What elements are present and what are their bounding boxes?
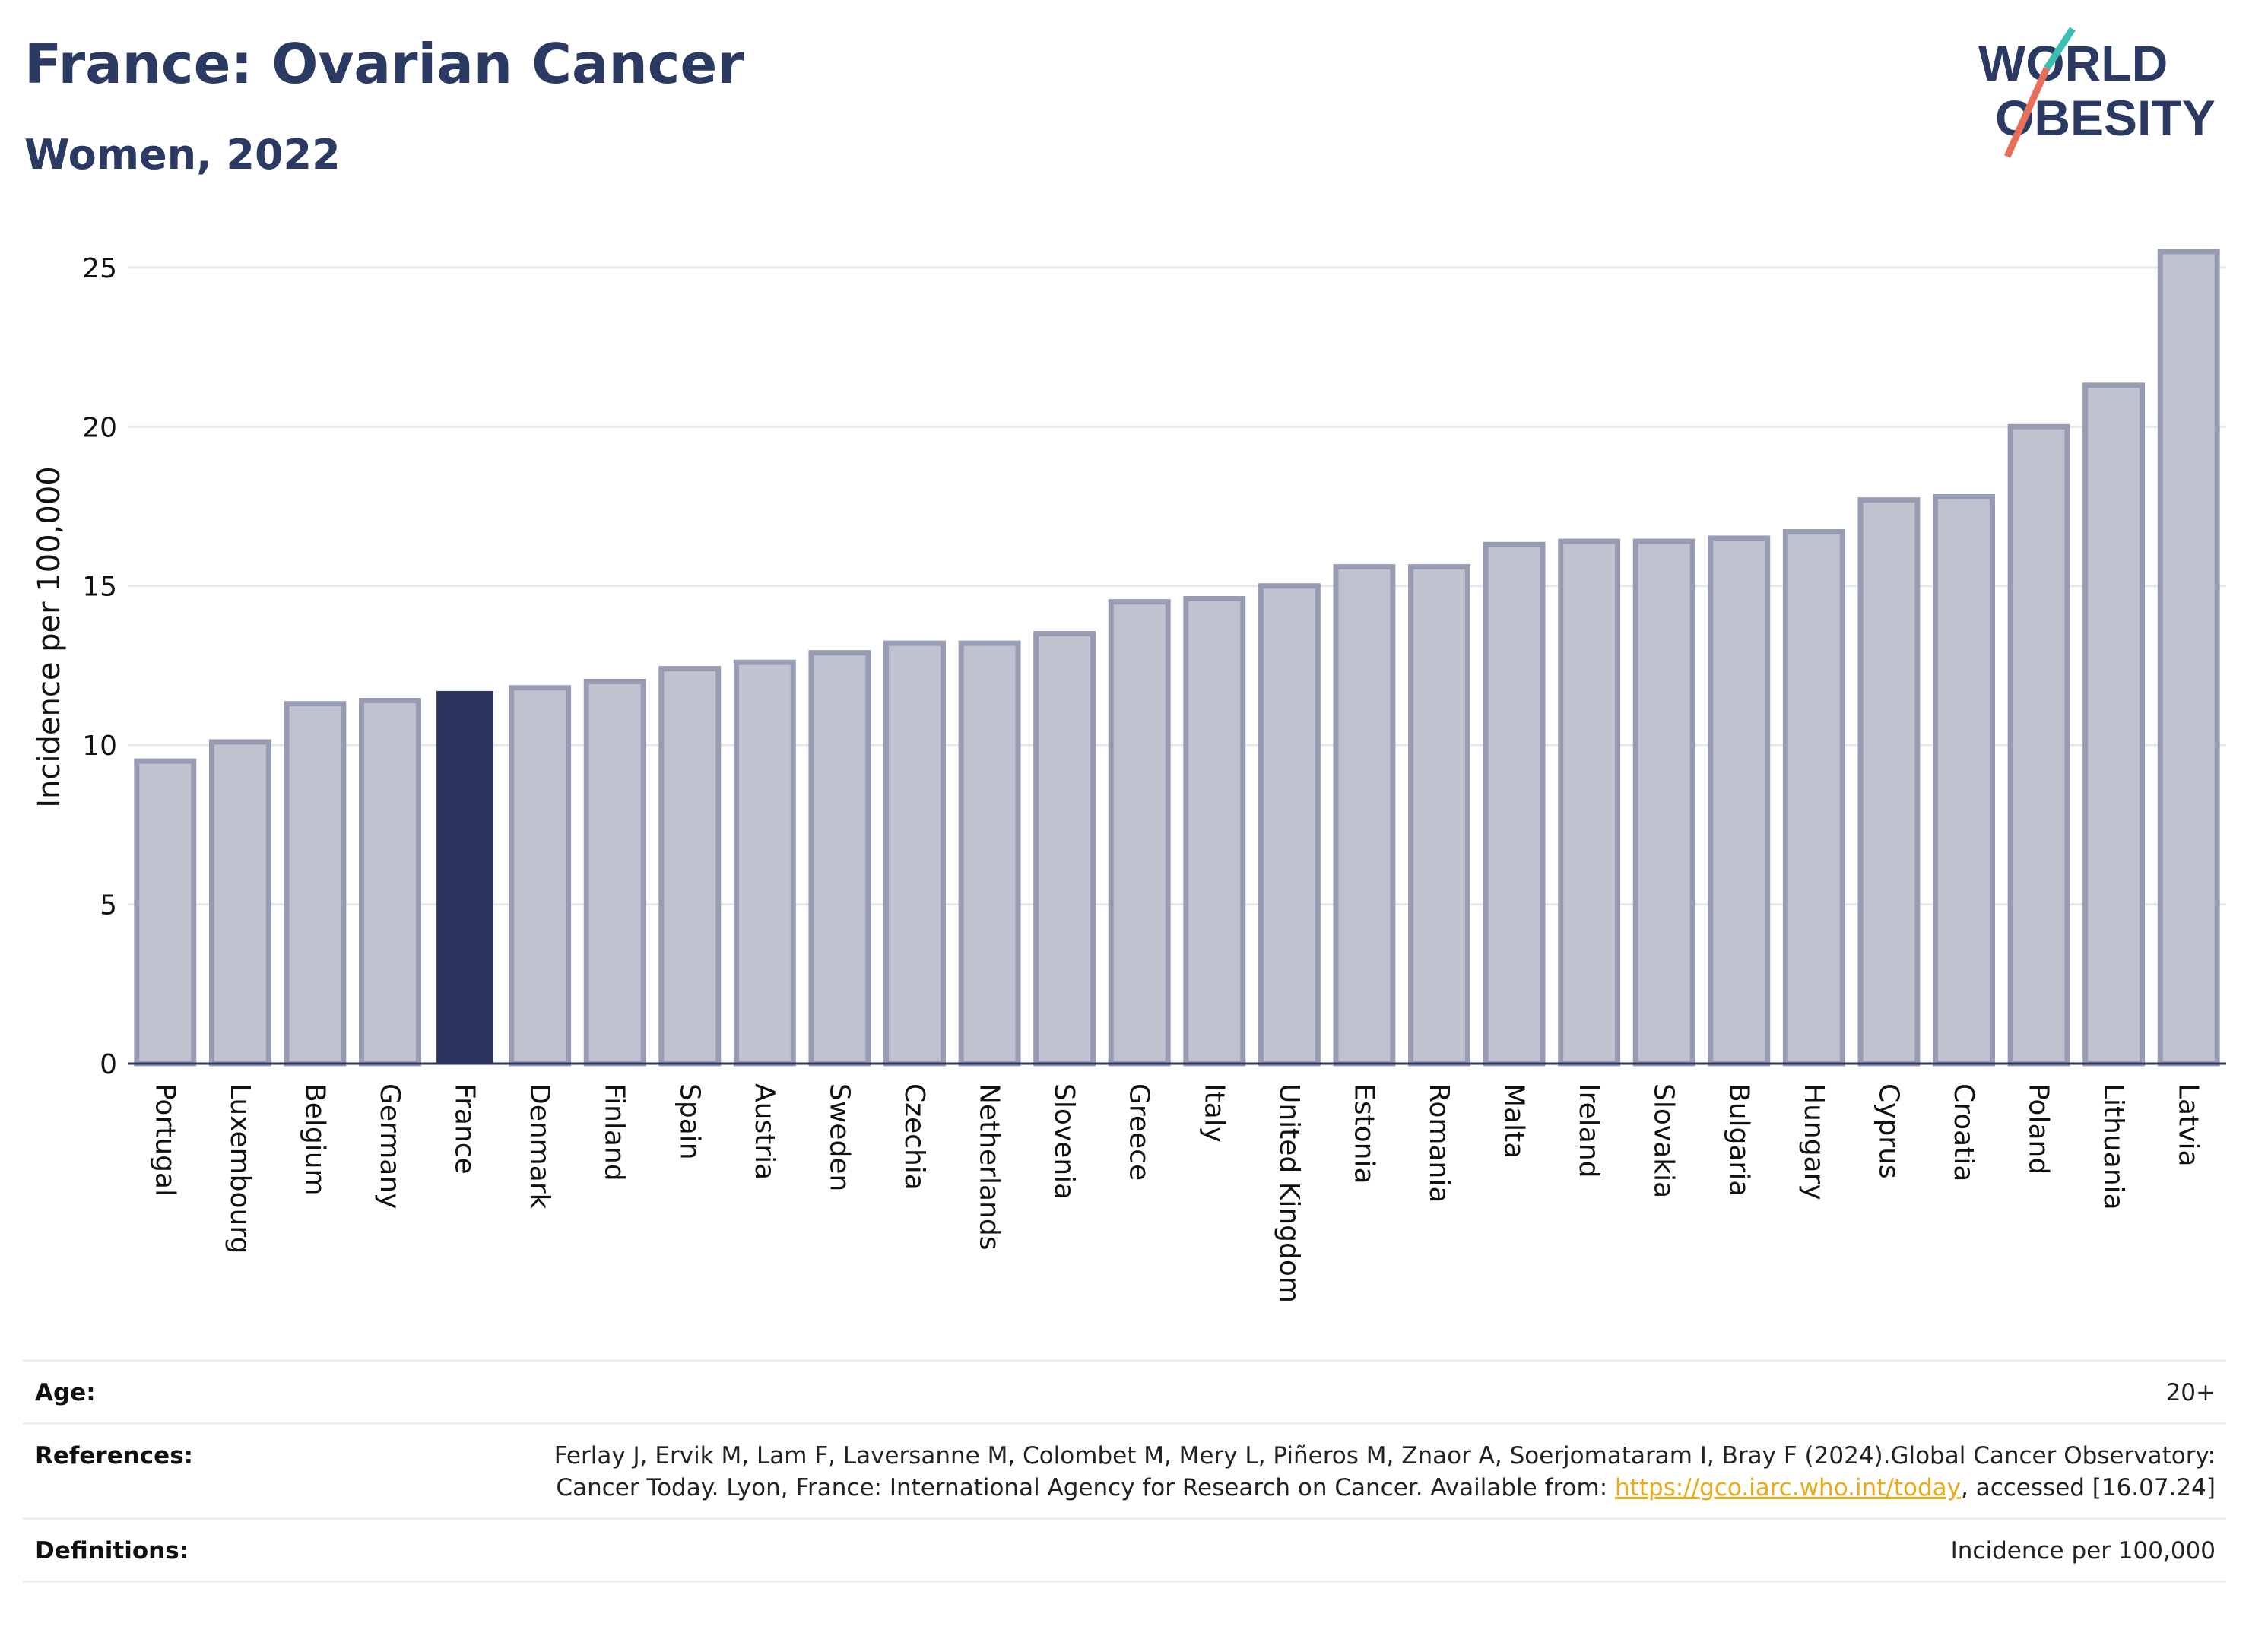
y-axis-label: Incidence per 100,000 [32,466,67,808]
references-link[interactable]: https://gco.iarc.who.int/today [1615,1474,1961,1501]
bar-cyprus [1857,497,1921,1067]
bar-spain [658,666,722,1067]
x-tick-label: Greece [1124,1083,1155,1181]
x-tick-label: Netherlands [974,1083,1005,1250]
x-tick-label: Malta [1499,1083,1530,1159]
info-table: Age: 20+ References: Ferlay J, Ervik M, … [23,1359,2226,1583]
references-value: Ferlay J, Ervik M, Lam F, Laversanne M, … [467,1440,2216,1504]
bar-austria [733,659,796,1067]
bar-ireland [1558,538,1621,1067]
x-tick-label: Croatia [1948,1083,1979,1181]
age-label: Age: [35,1379,96,1406]
bar-latvia [2157,249,2220,1067]
bar-luxembourg [208,739,271,1067]
x-tick-label: Poland [2023,1083,2054,1175]
bar-romania [1408,564,1470,1067]
x-tick-label: Belgium [299,1083,330,1196]
bar-croatia [1933,493,1995,1067]
x-tick-label: Bulgaria [1723,1083,1754,1197]
info-row-age: Age: 20+ [23,1359,2226,1422]
bar-chart: 0 5 10 15 20 25 Portugal Luxembourg Belgium Germ… [32,249,2226,1303]
bar-italy [1183,595,1246,1067]
x-tick-label: United Kingdom [1274,1083,1305,1303]
bar-estonia [1333,564,1396,1067]
world-obesity-logo: WORLD OBESITY [1978,27,2216,158]
y-tick-label: 20 [82,412,117,443]
bar-united-kingdom [1258,583,1321,1067]
references-accessed: , accessed [16.07.24] [1960,1474,2216,1501]
y-tick-label: 15 [82,572,117,603]
x-tick-label: Latvia [2173,1083,2204,1167]
x-tick-label: Denmark [524,1083,555,1210]
bar-slovakia [1632,538,1695,1067]
x-tick-label: Hungary [1798,1083,1829,1200]
x-tick-label: Italy [1198,1083,1229,1143]
category-labels: Portugal Luxembourg Belgium Germany France De… [149,1083,2203,1303]
x-tick-label: Austria [749,1083,780,1180]
bar-malta [1483,541,1546,1067]
y-tick-label: 25 [82,253,117,284]
logo-line-1: WORLD [1978,35,2168,91]
info-row-references: References: Ferlay J, Ervik M, Lam F, La… [23,1422,2226,1517]
y-tick-label: 0 [100,1049,117,1080]
definitions-label: Definitions: [35,1537,189,1565]
x-tick-label: Slovenia [1048,1083,1080,1200]
logo-slash-teal [2044,27,2076,71]
x-tick-label: Germany [374,1083,405,1209]
x-tick-label: Cyprus [1873,1083,1904,1179]
y-tick-label: 10 [82,731,117,762]
bar-sweden [808,650,871,1067]
x-tick-label: Finland [599,1083,630,1181]
x-tick-label: Luxembourg [224,1083,255,1254]
bars [134,249,2220,1067]
page-subtitle: Women, 2022 [24,131,341,179]
x-tick-label: Portugal [149,1083,180,1197]
x-tick-label: Ireland [1573,1083,1604,1178]
page-title: France: Ovarian Cancer [24,32,744,96]
references-text: Ferlay J, Ervik M, Lam F, Laversanne M, … [554,1442,2216,1501]
x-tick-label: Czechia [899,1083,930,1191]
bar-denmark [509,685,572,1067]
bar-lithuania [2082,382,2146,1067]
x-tick-label: France [449,1083,481,1175]
y-tick-label: 5 [100,890,117,921]
x-tick-label: Spain [674,1083,705,1160]
axes: 0 5 10 15 20 25 [82,253,2226,1080]
bar-netherlands [958,640,1021,1067]
x-tick-label: Slovakia [1648,1083,1680,1198]
bar-czechia [883,640,946,1067]
x-tick-label: Sweden [823,1083,855,1191]
x-tick-label: Romania [1423,1083,1454,1203]
bar-bulgaria [1708,535,1771,1067]
bar-belgium [284,701,347,1067]
x-tick-label: Lithuania [2098,1083,2129,1210]
bar-poland [2007,423,2070,1067]
age-value: 20+ [2165,1379,2216,1406]
bar-portugal [134,758,197,1067]
bar-germany [359,698,421,1067]
bar-slovenia [1033,631,1096,1067]
bar-finland [583,678,646,1067]
info-row-definitions: Definitions: Incidence per 100,000 [23,1517,2226,1583]
definitions-value: Incidence per 100,000 [1950,1537,2216,1565]
x-tick-label: Estonia [1348,1083,1379,1184]
bar-hungary [1782,529,1845,1067]
bar-greece [1108,599,1171,1067]
bar-france [436,690,494,1064]
logo-slash-coral [2003,67,2051,158]
references-label: References: [35,1442,194,1470]
